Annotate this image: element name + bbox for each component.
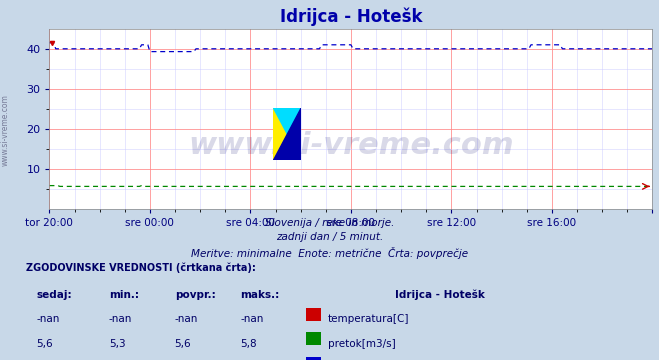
Title: Idrijca - Hotešk: Idrijca - Hotešk	[279, 7, 422, 26]
Text: sedaj:: sedaj:	[36, 290, 72, 300]
Text: Slovenija / reke in morje.: Slovenija / reke in morje.	[265, 218, 394, 228]
Text: 5,6: 5,6	[36, 339, 53, 349]
Text: -nan: -nan	[175, 314, 198, 324]
Polygon shape	[273, 108, 287, 160]
Text: 5,3: 5,3	[109, 339, 125, 349]
Text: Idrijca - Hotešk: Idrijca - Hotešk	[395, 290, 485, 300]
Text: povpr.:: povpr.:	[175, 290, 215, 300]
Text: 5,6: 5,6	[175, 339, 191, 349]
Text: -nan: -nan	[241, 314, 264, 324]
Text: www.si-vreme.com: www.si-vreme.com	[1, 94, 10, 166]
Text: ZGODOVINSKE VREDNOSTI (črtkana črta):: ZGODOVINSKE VREDNOSTI (črtkana črta):	[26, 263, 256, 273]
Text: www.si-vreme.com: www.si-vreme.com	[188, 131, 514, 160]
Text: min.:: min.:	[109, 290, 139, 300]
Text: 5,8: 5,8	[241, 339, 257, 349]
Text: -nan: -nan	[36, 314, 59, 324]
Text: Meritve: minimalne  Enote: metrične  Črta: povprečje: Meritve: minimalne Enote: metrične Črta:…	[191, 247, 468, 258]
Text: zadnji dan / 5 minut.: zadnji dan / 5 minut.	[276, 232, 383, 242]
Text: pretok[m3/s]: pretok[m3/s]	[328, 339, 395, 349]
Text: -nan: -nan	[109, 314, 132, 324]
Polygon shape	[273, 108, 301, 134]
Polygon shape	[273, 108, 301, 160]
Text: maks.:: maks.:	[241, 290, 280, 300]
Text: temperatura[C]: temperatura[C]	[328, 314, 409, 324]
